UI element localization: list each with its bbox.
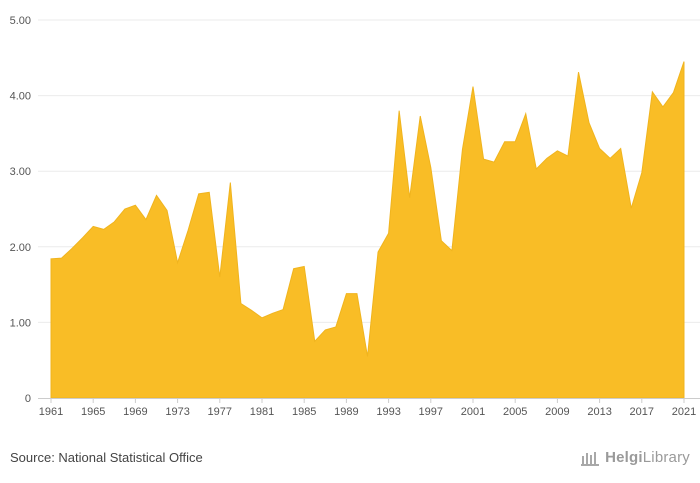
x-tick-label: 1985 (292, 406, 316, 418)
y-axis: 0 1.00 2.00 3.00 4.00 5.00 (10, 15, 31, 405)
x-axis: 1961 1965 1969 1973 1977 1981 1985 1989 1993 1997… (38, 398, 700, 418)
brand-name: HelgiLibrary (605, 449, 690, 466)
x-tick-label: 1977 (208, 406, 232, 418)
x-tick-label: 1993 (376, 406, 400, 418)
x-tick-label: 1961 (39, 406, 63, 418)
x-tick-label: 2017 (630, 406, 654, 418)
y-tick-label: 2.00 (10, 242, 31, 254)
x-tick-label: 2013 (587, 406, 611, 418)
area-chart: 01.002.003.004.005.00 1961 1965 1969 1973 19… (10, 15, 700, 418)
x-tick-label: 2001 (461, 406, 485, 418)
y-tick-label: 1.00 (10, 317, 31, 329)
library-icon (581, 450, 601, 466)
x-tick-label: 1969 (123, 406, 147, 418)
x-tick-label: 1989 (334, 406, 358, 418)
brand-name-first: Helgi (605, 449, 643, 466)
x-tick-label: 2021 (672, 406, 696, 418)
x-tick-label: 2005 (503, 406, 527, 418)
source-note: Source: National Statistical Office (10, 450, 203, 465)
area-fill (50, 61, 685, 399)
y-tick-label: 5.00 (10, 15, 31, 27)
brand-name-second: Library (642, 449, 690, 466)
y-tick-label: 4.00 (10, 91, 31, 103)
x-tick-label: 1965 (81, 406, 105, 418)
x-tick-label: 1997 (419, 406, 443, 418)
x-tick-label: 2009 (545, 406, 569, 418)
brand-logo: HelgiLibrary (581, 449, 690, 466)
y-tick-label: 0 (25, 393, 31, 405)
area-series (50, 61, 685, 399)
y-tick-label: 3.00 (10, 166, 31, 178)
x-tick-label: 1981 (250, 406, 274, 418)
x-tick-label: 1973 (165, 406, 189, 418)
